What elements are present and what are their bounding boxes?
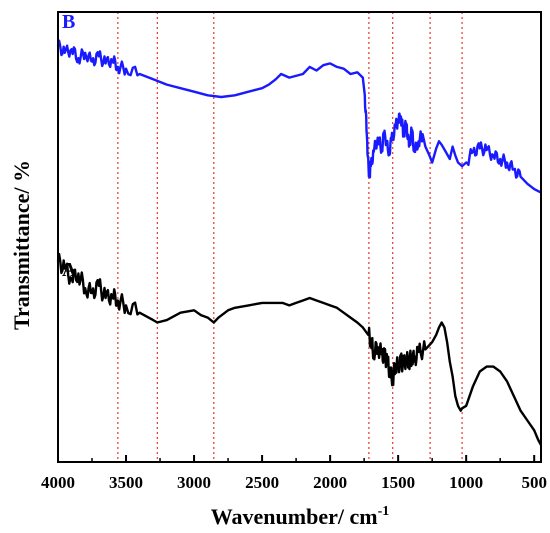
reference-lines: [117, 12, 463, 462]
x-tick-label: 1000: [449, 473, 483, 492]
series-label-b: B: [62, 11, 75, 33]
x-axis-title-main: Wavenumber/ cm: [211, 504, 378, 529]
series-layer: [56, 39, 543, 446]
series-line-b: [56, 39, 542, 194]
x-tick-label: 3500: [109, 473, 143, 492]
series-label-a: A: [62, 259, 77, 281]
plot-frame: [57, 11, 542, 463]
x-tick-label: 2500: [245, 473, 279, 492]
x-axis-title-superscript: -1: [378, 504, 390, 519]
x-axis-ticks: 4000 3500 3000 2500 2000 1500 1000 500: [41, 455, 547, 492]
series-line-a: [56, 252, 543, 446]
y-axis-title: Transmittance/ %: [9, 160, 34, 330]
x-tick-label: 3000: [177, 473, 211, 492]
x-tick-label: 2000: [313, 473, 347, 492]
x-tick-label: 500: [521, 473, 547, 492]
x-tick-label: 4000: [41, 473, 75, 492]
x-axis-title: Wavenumber/ cm-1: [211, 504, 390, 529]
x-tick-label: 1500: [381, 473, 415, 492]
